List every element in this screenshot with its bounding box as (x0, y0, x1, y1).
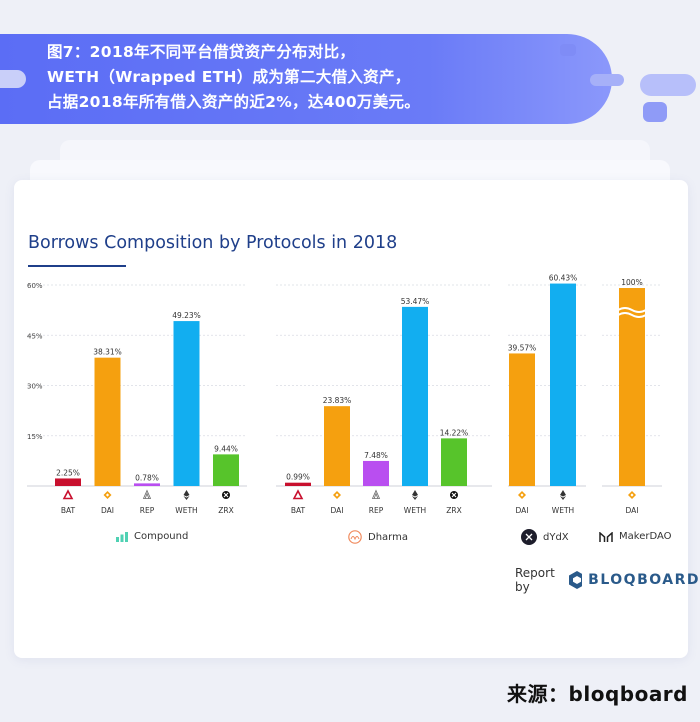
y-tick-label: 30% (27, 383, 43, 391)
title-underline (28, 265, 126, 267)
bar-dharma-zrx (441, 438, 467, 486)
legend-dharma: Dharma (348, 530, 408, 544)
decor-pill (590, 74, 624, 86)
category-label: DAI (626, 506, 639, 515)
eth-icon (183, 490, 190, 497)
source-caption: 来源：bloqboard (507, 682, 688, 706)
report-credit: Report by BLOQBOARD (515, 566, 700, 594)
legend-label: MakerDAO (619, 531, 672, 542)
rep-icon (371, 489, 381, 499)
category-label: REP (140, 506, 155, 515)
header-line-1: 图7：2018年不同平台借贷资产分布对比， (47, 43, 356, 61)
decor-pill (0, 70, 26, 88)
rep-icon (142, 489, 152, 499)
category-label: BAT (61, 506, 76, 515)
legend-label: Dharma (368, 531, 408, 543)
data-label: 100% (621, 278, 642, 287)
header-line-3: 占据2018年所有借入资产的近2%，达400万美元。 (47, 93, 421, 111)
decor-square (560, 44, 576, 56)
bar-dydx-dai (509, 353, 535, 486)
data-label: 0.78% (135, 473, 159, 482)
header-banner (0, 34, 612, 124)
dai-icon-inner (335, 493, 339, 497)
data-label: 49.23% (172, 311, 201, 320)
brand-name: BLOQBOARD (588, 572, 700, 588)
bar-compound-weth (173, 321, 200, 486)
bar-compound-dai (94, 357, 121, 486)
category-label: WETH (175, 506, 197, 515)
compound-logo-icon (116, 531, 128, 542)
data-label: 14.22% (440, 428, 469, 437)
zrx-icon-mark (451, 492, 457, 498)
category-label: DAI (331, 506, 344, 515)
makerdao-logo-icon (599, 531, 613, 542)
data-label: 39.57% (508, 343, 537, 352)
header-line-2: WETH（Wrapped ETH）成为第二大借入资产， (47, 68, 411, 86)
y-tick-label: 60% (27, 282, 43, 290)
eth-icon (412, 490, 418, 497)
bar-makerdao-dai (619, 288, 645, 486)
bat-icon (62, 489, 74, 500)
eth-icon (560, 490, 566, 497)
data-label: 9.44% (214, 444, 238, 453)
report-by-label: Report by (515, 566, 555, 594)
legend-label: Compound (134, 531, 189, 542)
bar-dharma-dai (324, 406, 350, 486)
data-label: 0.99% (286, 473, 310, 482)
chart-title: Borrows Composition by Protocols in 2018 (28, 233, 398, 253)
bar-compound-bat (55, 478, 81, 486)
bar-dharma-bat (285, 482, 311, 486)
eth-icon-lower (560, 496, 566, 500)
bar-dharma-rep (363, 460, 389, 486)
decor-square (643, 102, 667, 122)
zrx-icon-mark (223, 492, 229, 498)
data-label: 38.31% (93, 348, 122, 357)
bar-compound-rep (134, 483, 160, 486)
data-label: 23.83% (323, 396, 352, 405)
legend-compound: Compound (116, 531, 188, 542)
legend-dydx: dYdX (521, 529, 569, 545)
category-label: DAI (101, 506, 114, 515)
category-label: WETH (404, 506, 426, 515)
dai-icon-inner (105, 493, 110, 497)
dai-icon-inner (630, 493, 634, 497)
category-label: DAI (516, 506, 529, 515)
dydx-logo-icon (521, 529, 537, 545)
bar-dydx-weth (550, 283, 576, 486)
bloqboard-logo-icon (568, 571, 583, 589)
bar-compound-zrx (213, 454, 239, 486)
y-tick-label: 15% (27, 433, 43, 441)
bar-dharma-weth (402, 306, 428, 486)
data-label: 53.47% (401, 297, 430, 306)
data-label: 60.43% (549, 274, 578, 283)
legend-label: dYdX (543, 531, 569, 543)
category-label: ZRX (446, 506, 462, 515)
bat-icon (292, 489, 304, 500)
category-label: BAT (291, 506, 306, 515)
data-label: 7.48% (364, 451, 388, 460)
decor-pill (640, 74, 696, 96)
y-tick-label: 45% (27, 332, 43, 340)
legend-makerdao: MakerDAO (599, 531, 672, 542)
axis-break-mark (617, 307, 647, 314)
category-label: WETH (552, 506, 574, 515)
category-label: REP (369, 506, 384, 515)
header-text: 图7：2018年不同平台借贷资产分布对比， WETH（Wrapped ETH）成… (47, 40, 607, 115)
dharma-logo-icon (348, 530, 362, 544)
category-label: ZRX (218, 506, 234, 515)
eth-icon-lower (183, 496, 190, 500)
eth-icon-lower (412, 496, 418, 500)
axis-break-mark (617, 312, 647, 319)
dai-icon-inner (520, 493, 524, 497)
data-label: 2.25% (56, 468, 80, 477)
